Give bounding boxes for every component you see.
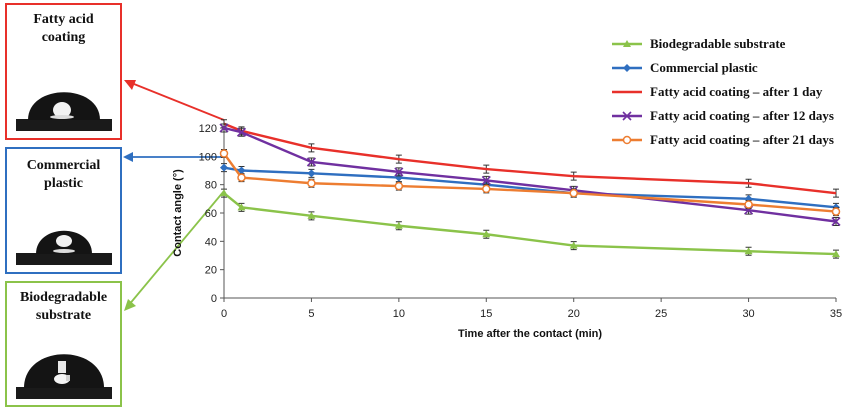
x-marker [306,157,316,167]
triangle-marker [394,221,403,229]
x-marker [831,216,841,227]
fatty-acid-coating-panel: Fatty acid coating [5,3,122,140]
circle-marker [831,207,841,216]
biodegradable-substrate-title: Biodegradable substrate [19,290,108,323]
triangle-marker [832,250,840,258]
series-line [223,126,837,223]
fatty-acid-coating-title: Fatty acid coating [33,12,94,45]
triangle-marker [307,211,316,219]
x-marker [219,123,229,133]
diamond-marker [623,64,631,72]
series-4 [219,149,841,217]
y-tick-label: 0 [211,293,217,305]
triangle-marker [744,247,753,255]
series-0 [220,188,840,259]
triangle-marker [569,241,578,249]
triangle-marker [623,40,631,47]
commercial-plastic-droplet-image [16,230,112,265]
x-tick-label: 10 [393,308,405,320]
arrowhead-commercial-plastic [123,152,133,162]
series-line [223,152,837,213]
circle-marker [482,184,491,194]
x-axis-label: Time after the contact (min) [458,328,602,340]
y-tick-label: 20 [205,265,217,277]
circle-marker [219,149,229,158]
arrowhead-fatty-acid [124,80,136,90]
y-tick-label: 120 [199,123,217,135]
series-layer [219,119,841,259]
y-tick-label: 40 [205,236,217,248]
legend-label: Fatty acid coating – after 1 day [650,84,823,99]
biodegradable-droplet-image [16,354,112,399]
legend: Biodegradable substrate Commercial plasti… [612,36,834,147]
series-line [223,192,837,256]
circle-marker [569,188,578,198]
legend-label: Commercial plastic [650,60,758,75]
arrow-biodegradable [127,190,225,307]
y-tick-label: 80 [205,180,217,192]
arrowhead-biodegradable [124,299,136,311]
biodegradable-substrate-panel: Biodegradable substrate [5,281,122,407]
diamond-marker [220,163,228,172]
circle-marker [394,181,404,191]
legend-label: Fatty acid coating – after 12 days [650,108,834,123]
y-tick-label: 60 [205,208,217,220]
diamond-marker [307,169,316,178]
x-tick-label: 20 [568,308,580,320]
circle-marker [622,135,632,145]
circle-marker [744,200,753,209]
x-tick-label: 0 [221,308,227,320]
triangle-marker [482,230,491,238]
y-axis-label: Contact angle (°) [172,169,184,257]
y-tick-label: 100 [199,151,217,163]
x-tick-label: 35 [830,308,842,320]
fatty-acid-droplet-image [16,92,112,131]
legend-label: Fatty acid coating – after 21 days [650,132,834,147]
triangle-marker [237,203,246,211]
diamond-marker [237,166,246,175]
series-line [223,122,837,195]
x-marker [236,127,247,137]
connector-arrows [123,80,225,311]
x-marker [481,175,491,185]
series-line [223,166,837,209]
commercial-plastic-title: Commercial plastic [26,158,101,191]
x-tick-label: 5 [308,308,314,320]
commercial-plastic-panel: Commercial plastic [5,147,122,274]
legend-label: Biodegradable substrate [650,36,786,51]
axis-ticks: 0 20 40 60 80 100 120 0 5 10 15 20 25 30 35 [199,123,842,320]
x-tick-label: 25 [655,308,667,320]
x-tick-label: 30 [742,308,754,320]
x-marker [394,167,404,177]
x-tick-label: 15 [480,308,492,320]
circle-marker [237,173,246,182]
arrow-fatty-acid [128,81,225,121]
circle-marker [307,179,316,188]
error-bar [833,188,839,198]
x-marker [622,111,632,121]
triangle-marker [220,189,228,197]
